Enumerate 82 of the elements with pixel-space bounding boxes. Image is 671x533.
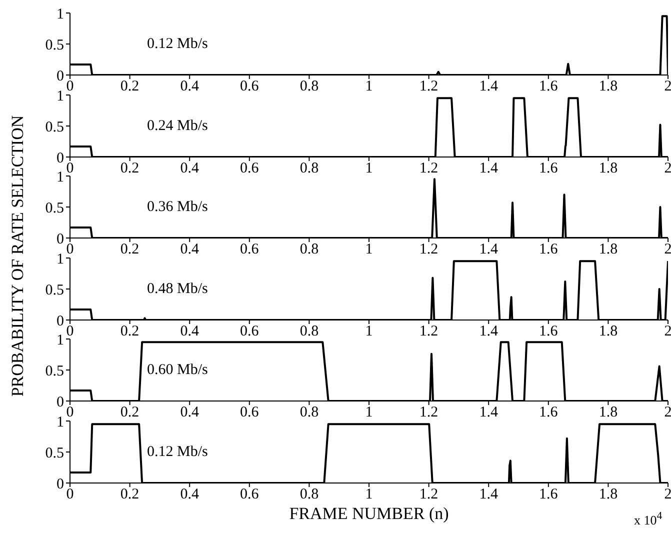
y-tick-label: 0 (56, 150, 64, 166)
x-tick-label: 2 (664, 242, 671, 258)
x-tick-label: 0.2 (120, 486, 140, 503)
text: 0.12 Mb/s (147, 444, 208, 461)
x-tick-label: 1.2 (419, 78, 438, 95)
x-tick-label: 0.4 (180, 405, 200, 422)
x-tick-label: 1.8 (598, 160, 618, 176)
x-tick-label: 1.6 (539, 160, 558, 176)
x-tick-label: 0.8 (300, 160, 319, 176)
x-tick-label: 0.8 (300, 486, 319, 503)
x-tick-label: 1.4 (479, 160, 498, 176)
x-tick-label: 1.2 (419, 323, 438, 340)
x-tick-label: 2 (664, 486, 671, 503)
x-tick-label: 0.6 (240, 160, 260, 176)
x-tick-label: 0.6 (240, 405, 260, 422)
x-tick-label: 2 (664, 160, 671, 176)
text: 0.24 Mb/s (147, 118, 208, 135)
x-tick-label: 1 (365, 323, 373, 340)
x-tick-label: 0.8 (300, 405, 319, 422)
x-tick-label: 0.8 (300, 78, 319, 95)
x-tick-label: 0.4 (180, 486, 200, 503)
x-tick-label: 1.4 (479, 405, 498, 422)
y-tick-label: 0.5 (45, 282, 64, 298)
text: x 10$^{4}$ (634, 510, 662, 528)
x-tick-label: 1.4 (479, 323, 498, 340)
x-tick-label: 0.6 (240, 323, 260, 340)
text: 0.12 Mb/s (147, 36, 208, 53)
x-tick-label: 0.6 (240, 78, 260, 95)
x-tick-label: 0.6 (240, 486, 260, 503)
x-tick-label: 0.6 (240, 242, 260, 258)
x-tick-label: 1.8 (598, 405, 618, 422)
x-tick-label: 0.4 (180, 242, 200, 258)
x-tick-label: 0.8 (300, 323, 319, 340)
y-tick-label: 0 (56, 232, 64, 248)
x-tick-label: 1.2 (419, 242, 438, 258)
x-tick-label: 1 (365, 486, 373, 503)
x-tick-label: 2 (664, 405, 671, 422)
x-tick-label: 1.8 (598, 486, 618, 503)
x-tick-label: 1.6 (539, 323, 558, 340)
x-tick-label: 1 (365, 405, 373, 422)
y-axis-title: PROBABILITY OF RATE SELECTION (8, 115, 28, 397)
x-tick-label: 1.4 (479, 242, 498, 258)
x-tick-label: 1.2 (419, 486, 438, 503)
x-tick-label: 0.2 (120, 78, 140, 95)
y-tick-label: 0 (56, 68, 64, 84)
x-tick-label: 1.6 (539, 486, 558, 503)
x-tick-label: 0.2 (120, 242, 140, 258)
text: 0.60 Mb/s (147, 362, 208, 380)
x-tick-label: 2 (664, 323, 671, 340)
x-tick-label: 1.2 (419, 160, 438, 176)
x-tick-label: 1.6 (539, 242, 558, 258)
x-axis-title: FRAME NUMBER (n) (289, 504, 449, 524)
y-tick-label: 0.5 (45, 37, 64, 54)
y-tick-label: 0.5 (45, 118, 64, 135)
x-tick-label: 1.8 (598, 323, 618, 340)
x-tick-label: 0.4 (180, 323, 200, 340)
x-tick-label: 0.2 (120, 405, 140, 422)
y-tick-label: 1 (56, 6, 64, 22)
y-tick-label: 0 (56, 394, 64, 411)
x-tick-label: 1 (365, 78, 373, 95)
text: 0.36 Mb/s (147, 199, 208, 216)
x-tick-label: 1.4 (479, 486, 498, 503)
x-tick-label: 1.2 (419, 405, 438, 422)
x-tick-label: 0.2 (120, 160, 140, 176)
x-tick-label: 0.4 (180, 160, 200, 176)
x-tick-label: 1 (365, 242, 373, 258)
y-tick-label: 0.5 (45, 200, 64, 217)
x-tick-label: 1.6 (539, 405, 558, 422)
x-tick-label: 1.4 (479, 78, 498, 95)
y-tick-label: 0.5 (45, 445, 64, 462)
x-tick-label: 1 (365, 160, 373, 176)
x-tick-label: 1.8 (598, 78, 618, 95)
text: 0.48 Mb/s (147, 280, 208, 298)
y-tick-label: 0 (56, 476, 64, 492)
x-tick-label: 1.8 (598, 242, 618, 258)
x-tick-label: 0.4 (180, 78, 200, 95)
x-tick-label: 0.2 (120, 323, 140, 340)
x-tick-label: 1.6 (539, 78, 558, 95)
y-tick-label: 0.5 (45, 364, 64, 380)
x-tick-label: 2 (664, 78, 671, 95)
x-tick-label: 0.8 (300, 242, 319, 258)
y-tick-label: 0 (56, 313, 64, 330)
